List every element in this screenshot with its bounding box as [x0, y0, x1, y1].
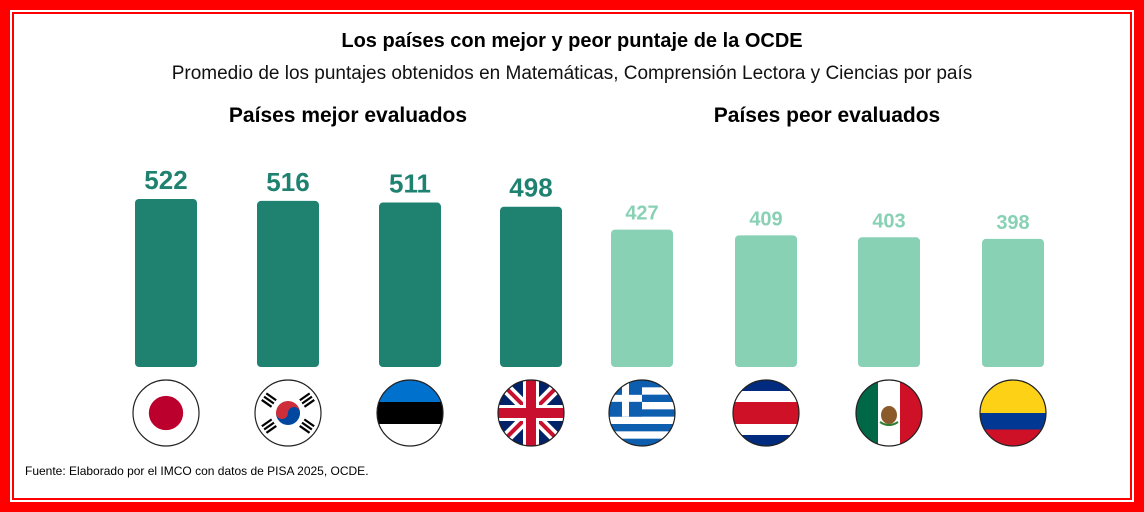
bar-japón: [135, 199, 197, 367]
group-title-worst: Países peor evaluados: [713, 104, 941, 127]
flags-layer: [132, 379, 1047, 447]
chart-title: Los países con mejor y peor puntaje de l…: [341, 30, 803, 52]
bar-reino-unido: [500, 206, 562, 367]
flag-outline: [376, 379, 444, 447]
bar-corea-del-sur: [257, 200, 319, 367]
flag-outline: [497, 379, 565, 447]
source-note: Fuente: Elaborado por el IMCO con datos …: [25, 464, 369, 478]
value-label: 398: [996, 212, 1029, 234]
chart-subtitle: Promedio de los puntajes obtenidos en Ma…: [171, 63, 973, 84]
value-label: 522: [144, 165, 187, 195]
uk-flag-icon: [498, 380, 564, 446]
costa-rica-flag-icon: [733, 380, 799, 446]
bar-costa-rica: [735, 235, 797, 367]
group-title-best: Países mejor evaluados: [228, 104, 468, 127]
bar-grecia: [611, 229, 673, 367]
flag-outline: [979, 379, 1047, 447]
flag-outline: [608, 379, 676, 447]
bar-estonia: [379, 202, 441, 367]
flag-outline: [855, 379, 923, 447]
chart-inner-border: [12, 12, 1132, 500]
bars-layer: [135, 199, 1044, 367]
value-label: 511: [389, 169, 431, 199]
bar-méxico: [858, 237, 920, 367]
value-label: 498: [509, 173, 552, 203]
mexico-flag-icon: [856, 380, 922, 446]
value-label: 409: [749, 208, 782, 230]
estonia-flag-icon: [377, 380, 443, 446]
flag-outline: [254, 379, 322, 447]
value-label: 427: [625, 203, 658, 225]
value-labels-layer: 522 516 511 498 427 409 403 398: [144, 165, 1029, 234]
value-label: 516: [266, 167, 309, 197]
flag-outline: [132, 379, 200, 447]
flag-outline: [732, 379, 800, 447]
greece-flag-icon: [609, 380, 675, 446]
bar-colombia: [982, 238, 1044, 367]
south-korea-flag-icon: [255, 380, 321, 446]
value-label: 403: [872, 210, 905, 232]
japan-flag-icon: [133, 380, 199, 446]
